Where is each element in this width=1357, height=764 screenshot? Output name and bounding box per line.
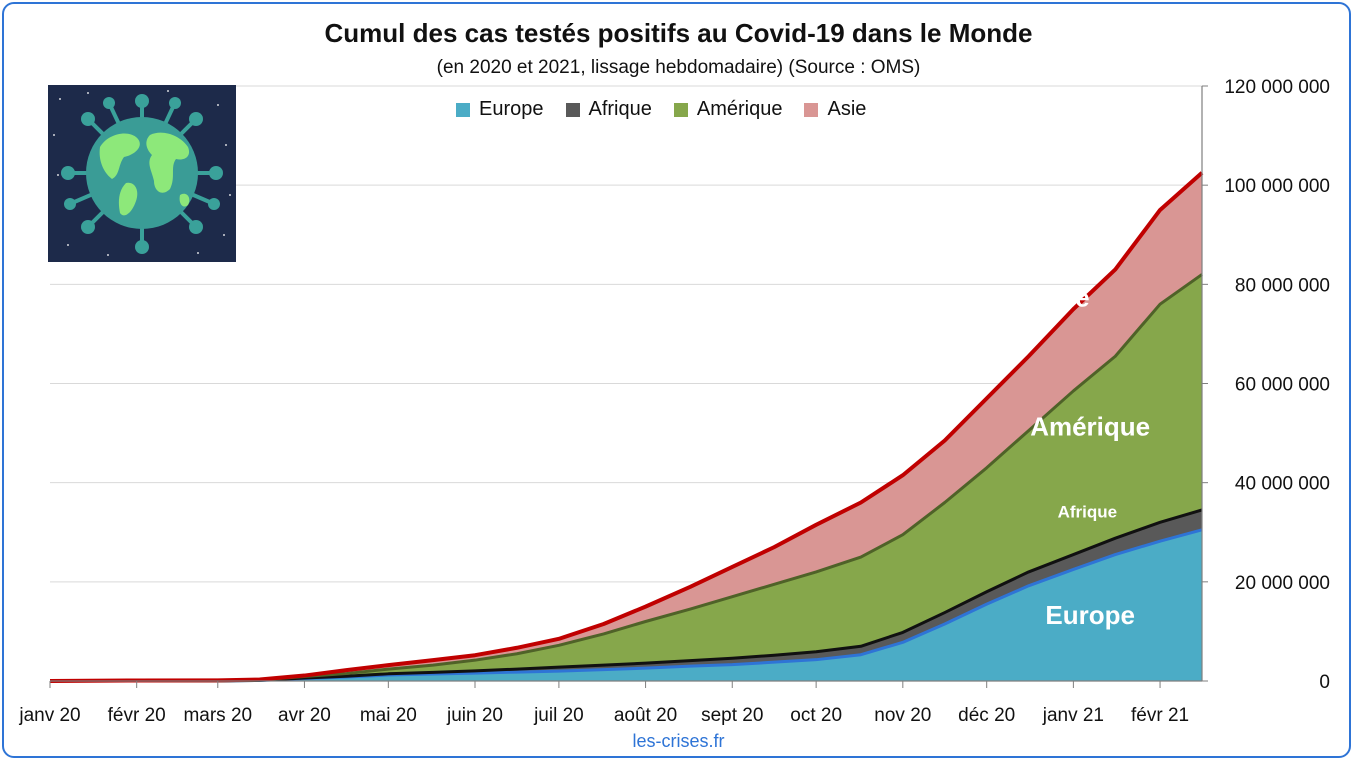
y-tick-label: 120 000 000 <box>1224 77 1330 98</box>
legend-label: Amérique <box>696 98 783 120</box>
y-tick-label: 40 000 000 <box>1235 474 1330 495</box>
globe-virus-icon <box>48 85 236 262</box>
area-europe <box>50 529 1202 681</box>
x-tick-label: mai 20 <box>360 705 417 726</box>
y-tick-label: 60 000 000 <box>1235 375 1330 396</box>
line-afrique <box>50 508 1203 683</box>
y-tick-label: 0 <box>1319 672 1330 693</box>
legend-swatch <box>804 102 819 117</box>
annotation-europe: Europe <box>1045 600 1135 630</box>
x-tick-label: sept 20 <box>701 705 763 726</box>
x-tick-label: févr 20 <box>108 705 166 726</box>
legend-label: Europe <box>479 98 544 120</box>
legend-swatch <box>456 102 470 117</box>
x-tick-label: nov 20 <box>874 705 931 726</box>
x-tick-label: janv 20 <box>18 705 80 726</box>
legend-label: Afrique <box>588 98 652 120</box>
legend-item-afrique: Afrique <box>565 98 652 121</box>
x-tick-label: août 20 <box>614 705 677 726</box>
x-tick-label: oct 20 <box>790 705 842 726</box>
chart-legend: Europe Afrique Amérique Asie <box>456 98 866 121</box>
x-tick-label: juil 20 <box>533 705 584 726</box>
source-label: les-crises.fr <box>632 731 725 751</box>
annotation-asie: Asie <box>1035 283 1090 313</box>
area-amerique <box>50 274 1202 681</box>
y-tick-label: 20 000 000 <box>1235 573 1330 594</box>
legend-label: Asie <box>827 98 867 120</box>
x-tick-label: avr 20 <box>278 705 331 726</box>
y-tick-label: 80 000 000 <box>1235 275 1330 296</box>
line-asie <box>49 171 1204 683</box>
chart-subtitle: (en 2020 et 2021, lissage hebdomadaire) … <box>436 57 921 78</box>
x-tick-label: févr 21 <box>1131 705 1189 726</box>
area-asie <box>50 172 1202 682</box>
x-tick-label: janv 21 <box>1042 705 1104 726</box>
legend-item-amerique: Amérique <box>673 98 783 121</box>
legend-swatch <box>565 102 580 117</box>
annotation-afrique: Afrique <box>1058 502 1118 521</box>
x-tick-label: juin 20 <box>446 705 503 726</box>
x-tick-label: mars 20 <box>183 705 252 726</box>
y-tick-label: 100 000 000 <box>1224 176 1330 197</box>
legend-item-asie: Asie <box>804 98 866 121</box>
chart-title: Cumul des cas testés positifs au Covid-1… <box>324 18 1033 48</box>
x-tick-label: déc 20 <box>958 705 1015 726</box>
legend-item-europe: Europe <box>456 98 544 121</box>
legend-swatch <box>673 102 688 117</box>
annotation-amerique: Amérique <box>1030 412 1150 442</box>
